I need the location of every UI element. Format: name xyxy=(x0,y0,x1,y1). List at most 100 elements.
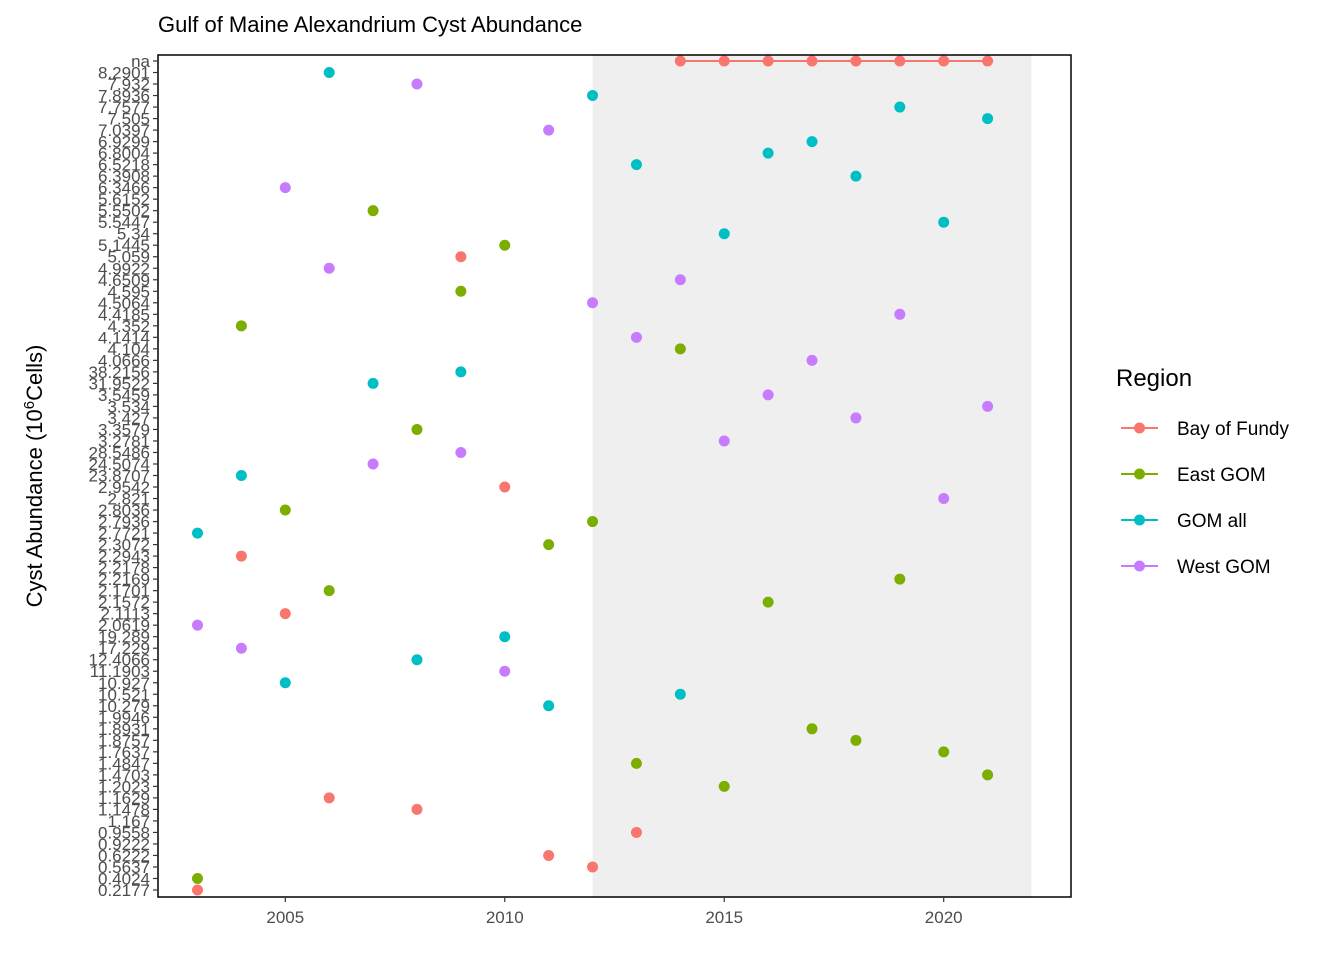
y-tick-label: 6.3466 xyxy=(98,179,150,198)
series-layer xyxy=(192,55,994,896)
legend-key-point xyxy=(1134,514,1145,526)
data-point xyxy=(543,539,555,551)
y-tick-label: 1.167 xyxy=(107,812,150,831)
y-tick-label: 2.2943 xyxy=(98,547,150,566)
data-point xyxy=(323,792,335,804)
data-point xyxy=(674,274,686,286)
data-point xyxy=(587,90,599,102)
data-point xyxy=(630,331,642,343)
data-point xyxy=(938,746,950,758)
y-tick-label: 8.2901 xyxy=(98,64,150,83)
y-tick-label: 0.6222 xyxy=(98,846,150,865)
data-point xyxy=(455,285,467,297)
data-point xyxy=(543,849,555,861)
y-tick-label: 4.352 xyxy=(107,317,150,336)
data-point xyxy=(674,55,686,67)
y-tick-label: 2.7936 xyxy=(98,513,150,532)
y-tick-label: 24.5074 xyxy=(89,455,150,474)
y-tick-label: 0.9558 xyxy=(98,823,150,842)
data-point xyxy=(499,665,511,677)
data-point xyxy=(235,320,247,332)
y-tick-label: 0.9222 xyxy=(98,835,150,854)
data-point xyxy=(806,354,818,366)
y-tick-label: 31.9522 xyxy=(89,374,150,393)
data-point xyxy=(587,516,599,528)
y-tick-label: 23.8707 xyxy=(89,467,150,486)
x-tick-label: 2010 xyxy=(486,908,524,927)
data-point xyxy=(587,297,599,309)
data-point xyxy=(279,608,291,620)
y-tick-label: 1.4847 xyxy=(98,754,150,773)
y-tick-label: 0.4024 xyxy=(98,869,150,888)
data-point xyxy=(938,55,950,67)
y-tick-label: 19.289 xyxy=(98,628,150,647)
data-point xyxy=(455,446,467,458)
y-tick-label: 6.3908 xyxy=(98,167,150,186)
legend-item: West GOM xyxy=(1121,557,1271,578)
data-point xyxy=(411,423,423,435)
y-axis-label: Cyst Abundance (106Cells) xyxy=(21,345,48,608)
x-tick-label: 2020 xyxy=(925,908,963,927)
legend-label: Bay of Fundy xyxy=(1177,419,1289,440)
y-tick-label: 5.059 xyxy=(107,248,150,267)
data-point xyxy=(850,734,862,746)
data-point xyxy=(982,55,994,67)
y-tick-label: 5.5447 xyxy=(98,213,150,232)
y-tick-label: 4.1414 xyxy=(98,328,150,347)
y-tick-label: 7.505 xyxy=(107,110,150,129)
data-point xyxy=(850,55,862,67)
data-point xyxy=(543,124,555,136)
y-tick-label: 4.4185 xyxy=(98,305,150,324)
data-point xyxy=(718,435,730,447)
legend-item: East GOM xyxy=(1121,465,1266,486)
x-tick-label: 2005 xyxy=(266,908,304,927)
y-tick-label: 10.279 xyxy=(98,697,150,716)
data-point xyxy=(587,861,599,873)
y-tick-label: 2.2169 xyxy=(98,570,150,589)
data-point xyxy=(279,677,291,689)
data-point xyxy=(192,872,204,884)
y-tick-label: 5.34 xyxy=(117,225,150,244)
legend-label: GOM all xyxy=(1177,511,1247,532)
series-bay-of-fundy xyxy=(192,55,994,896)
data-point xyxy=(499,239,511,251)
data-point xyxy=(279,182,291,194)
series-east-gom xyxy=(192,205,994,884)
y-tick-label: 2.1113 xyxy=(101,605,150,624)
data-point xyxy=(894,573,906,585)
data-point xyxy=(323,262,335,274)
y-tick-label: 4.6509 xyxy=(98,271,150,290)
y-tick-label: 5.5502 xyxy=(98,202,150,221)
data-point xyxy=(630,826,642,838)
data-point xyxy=(543,700,555,712)
data-point xyxy=(938,216,950,228)
legend: Region Bay of Fundy East GOM GOM all West G… xyxy=(1116,365,1289,578)
data-point xyxy=(982,400,994,412)
y-tick-label: 2.8036 xyxy=(98,501,150,520)
x-tick-label: 2015 xyxy=(705,908,743,927)
y-tick-label: 1.1629 xyxy=(98,789,150,808)
y-tick-label: 1.8757 xyxy=(98,731,150,750)
data-point xyxy=(674,688,686,700)
y-tick-label: 1.4703 xyxy=(98,766,150,785)
data-point xyxy=(235,550,247,562)
data-point xyxy=(806,55,818,67)
y-tick-label: 2.1572 xyxy=(98,593,150,612)
series-west-gom xyxy=(192,78,994,677)
series-gom-all xyxy=(192,67,994,712)
data-point xyxy=(938,493,950,505)
data-point xyxy=(323,67,335,79)
y-tick-label: 10.521 xyxy=(98,685,150,704)
y-tick-label: 1.1478 xyxy=(98,800,150,819)
y-tick-label: 10.927 xyxy=(98,674,150,693)
y-tick-label: 3.3579 xyxy=(98,420,150,439)
y-tick-label: 3.427 xyxy=(107,409,150,428)
data-point xyxy=(235,642,247,654)
data-point xyxy=(367,458,379,470)
data-point xyxy=(762,55,774,67)
y-tick-label: 2.3072 xyxy=(98,536,150,555)
y-tick-label: 2.0619 xyxy=(98,616,150,635)
y-tick-label: 4.595 xyxy=(107,282,150,301)
y-tick-label: 1.2023 xyxy=(98,777,150,796)
legend-item: Bay of Fundy xyxy=(1121,419,1289,440)
